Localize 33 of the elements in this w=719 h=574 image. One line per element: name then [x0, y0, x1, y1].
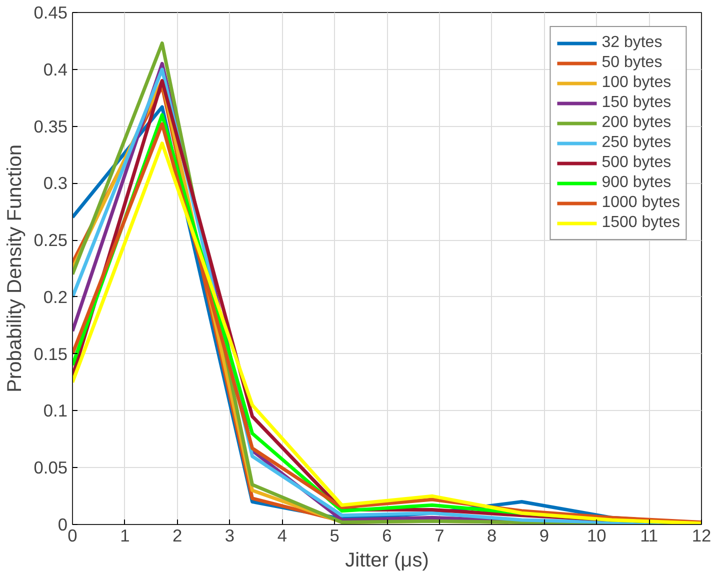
legend-label: 900 bytes [602, 173, 672, 193]
legend-label: 500 bytes [602, 153, 672, 173]
x-tick-label: 11 [640, 526, 658, 546]
y-tick-label: 0.05 [34, 458, 68, 478]
legend-label: 100 bytes [602, 73, 672, 93]
legend-label: 200 bytes [602, 113, 672, 133]
x-tick-label: 3 [224, 526, 235, 546]
y-tick-label: 0.2 [43, 286, 68, 307]
x-tick-label: 10 [587, 526, 606, 546]
y-tick-label: 0.3 [43, 173, 68, 194]
x-tick-label: 5 [330, 526, 340, 546]
y-axis-title: Probability Density Function [4, 144, 26, 392]
legend-label: 250 bytes [602, 133, 672, 153]
y-tick-label: 0.25 [34, 230, 68, 250]
y-tick-label: 0.1 [43, 400, 68, 421]
x-tick-label: 7 [434, 526, 444, 546]
y-tick-label: 0.15 [34, 344, 68, 364]
x-tick-label: 2 [172, 526, 182, 546]
y-tick-label: 0.35 [34, 116, 68, 136]
y-tick-label: 0.4 [43, 59, 68, 80]
x-tick-label: 4 [277, 526, 288, 546]
x-tick-label: 6 [382, 526, 392, 546]
x-tick-label: 8 [487, 526, 497, 546]
x-tick-label: 9 [539, 526, 550, 546]
legend-label: 1000 bytes [602, 193, 680, 213]
y-tick-label: 0.45 [34, 2, 68, 22]
legend-label: 50 bytes [602, 53, 662, 73]
x-tick-label: 1 [120, 526, 130, 546]
legend-label: 150 bytes [602, 93, 672, 113]
legend-label: 1500 bytes [602, 213, 680, 233]
x-axis-title: Jitter (μs) [345, 550, 429, 572]
x-tick-label: 12 [692, 526, 712, 546]
legend-label: 32 bytes [602, 33, 662, 53]
